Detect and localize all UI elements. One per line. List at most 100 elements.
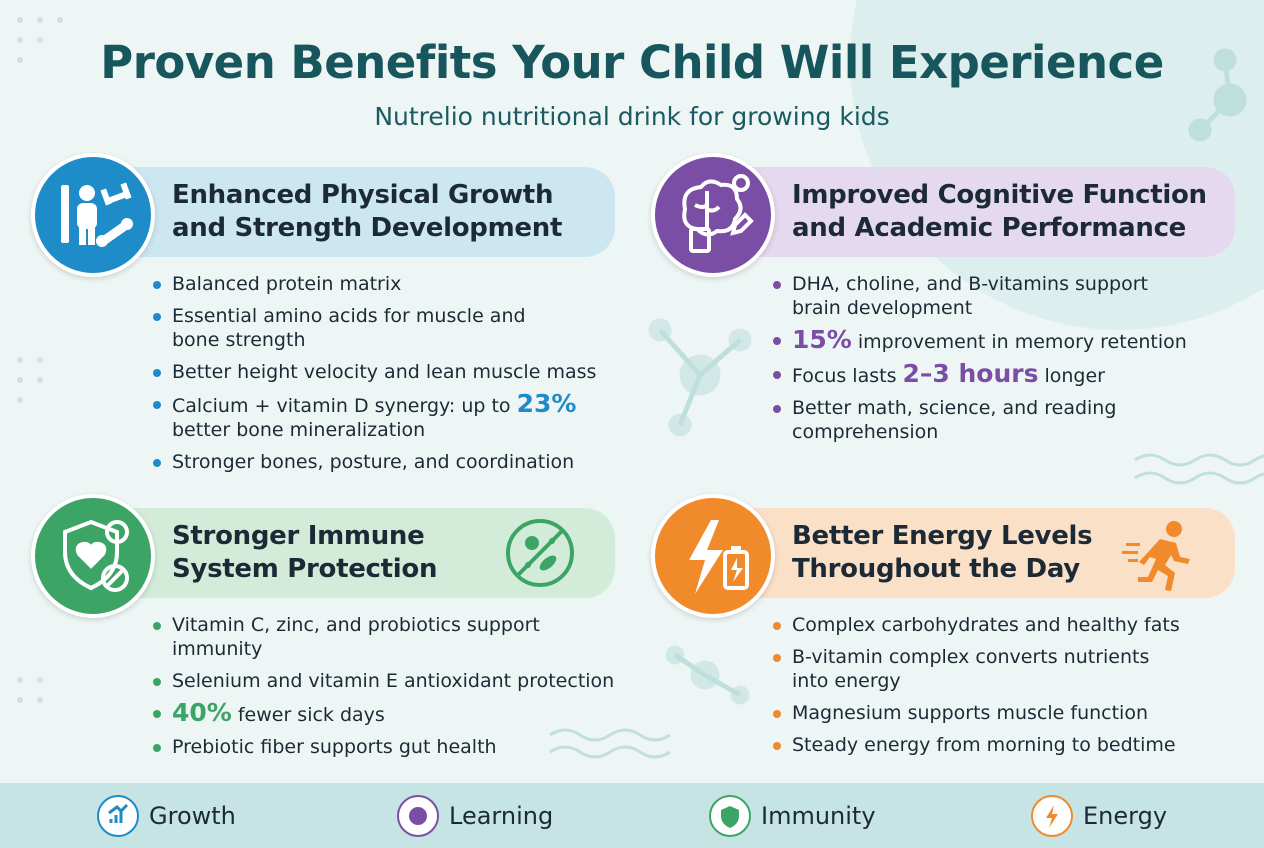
bullet-text: Prebiotic fiber supports gut health xyxy=(172,736,497,758)
bullet: DHA, choline, and B-vitamins support brai… xyxy=(773,272,1187,320)
bullet: Prebiotic fiber supports gut health xyxy=(153,735,614,759)
bullet-dot xyxy=(153,313,161,321)
highlight: 40% xyxy=(172,698,232,727)
bullet-text: Balanced protein matrix xyxy=(172,273,402,295)
section-title-line: Throughout the Day xyxy=(792,554,1080,584)
section-title: Enhanced Physical Growth and Strength Dev… xyxy=(172,179,562,245)
bullet-line: Complex carbohydrates and healthy fats xyxy=(792,613,1180,637)
section-title-line: and Strength Development xyxy=(172,213,563,243)
bullet-dot xyxy=(773,405,781,413)
bullet-text: immunity xyxy=(172,638,263,660)
bullet-list: Balanced protein matrix Essential amino a… xyxy=(153,272,596,482)
bullet-dot xyxy=(153,459,161,467)
bullet-line: Better height velocity and lean muscle m… xyxy=(172,360,596,384)
bullet-text: Better height velocity and lean muscle m… xyxy=(172,361,597,383)
bullet-line: Focus lasts 2–3 hours longer xyxy=(792,359,1187,388)
bullet-line: comprehension xyxy=(792,420,1187,444)
section-badge xyxy=(1120,513,1200,597)
bullet-dot xyxy=(773,281,781,289)
bullet: Stronger bones, posture, and coordinatio… xyxy=(153,450,596,474)
footer-icon xyxy=(1031,795,1073,837)
bullet-dot xyxy=(153,622,161,630)
bullet-line: better bone mineralization xyxy=(172,418,596,442)
bullet-dot xyxy=(153,744,161,752)
footer-label: Growth xyxy=(149,802,236,830)
footer-item: Immunity xyxy=(709,792,876,840)
bullet-text: DHA, choline, and B-vitamins support xyxy=(792,273,1148,295)
section-title: Stronger Immune System Protection xyxy=(172,520,437,586)
bullet: B-vitamin complex converts nutrients into… xyxy=(773,645,1180,693)
highlight: 15% xyxy=(792,325,852,354)
bullet-text: brain development xyxy=(792,297,973,319)
bullet-line: Calcium + vitamin D synergy: up to 23% xyxy=(172,391,596,418)
footer-icon xyxy=(709,795,751,837)
bullet: Selenium and vitamin E antioxidant prote… xyxy=(153,669,614,693)
bullet: 15% improvement in memory retention xyxy=(773,325,1187,354)
section-icon xyxy=(651,153,775,277)
section-header xyxy=(90,167,615,257)
bullet-text: B-vitamin complex converts nutrients xyxy=(792,646,1150,668)
footer-item: Energy xyxy=(1031,792,1167,840)
bullet-dot xyxy=(773,654,781,662)
section-title: Better Energy Levels Throughout the Day xyxy=(792,520,1093,586)
bullet-dot xyxy=(153,281,161,289)
bullet-line: Vitamin C, zinc, and probiotics support xyxy=(172,613,614,637)
footer-label: Learning xyxy=(449,802,554,830)
subtitle: Nutrelio nutritional drink for growing k… xyxy=(374,102,890,131)
section-title-line: Stronger Immune xyxy=(172,521,425,551)
highlight: 2–3 hours xyxy=(902,359,1039,388)
bullet-dot xyxy=(773,742,781,750)
bullet-dot xyxy=(773,337,781,345)
title: Proven Benefits Your Child Will Experien… xyxy=(100,36,1164,89)
bullet-text: into energy xyxy=(792,670,901,692)
section-badge xyxy=(500,513,580,597)
bullet-dot xyxy=(153,710,161,718)
bullet-text: bone strength xyxy=(172,329,306,351)
footer-item: Learning xyxy=(397,792,553,840)
bullet: Essential amino acids for muscle and bone… xyxy=(153,304,596,352)
bullet-line: brain development xyxy=(792,296,1187,320)
bullet: 40% fewer sick days xyxy=(153,698,614,727)
section-icon xyxy=(31,153,155,277)
bullet: Better math, science, and reading compreh… xyxy=(773,396,1187,444)
bullet-text: better bone mineralization xyxy=(172,419,426,441)
bullet-text: comprehension xyxy=(792,421,939,443)
bullet-dot xyxy=(153,369,161,377)
bullet-line: Steady energy from morning to bedtime xyxy=(792,733,1180,757)
footer-icon xyxy=(97,795,139,837)
bullet-line: Selenium and vitamin E antioxidant prote… xyxy=(172,669,614,693)
footer-label: Energy xyxy=(1083,802,1168,830)
bullet-list: Vitamin C, zinc, and probiotics support i… xyxy=(153,613,614,767)
bullet-text: Steady energy from morning to bedtime xyxy=(792,734,1176,756)
bullet-line: immunity xyxy=(172,637,614,661)
bullet-line: Essential amino acids for muscle and xyxy=(172,304,596,328)
bullet-line: bone strength xyxy=(172,328,596,352)
footer-label: Immunity xyxy=(761,802,876,830)
bullet-line: 15% improvement in memory retention xyxy=(792,325,1187,354)
bullet-text: Complex carbohydrates and healthy fats xyxy=(792,614,1180,636)
bullet: Balanced protein matrix xyxy=(153,272,596,296)
bullet-text: Vitamin C, zinc, and probiotics support xyxy=(172,614,540,636)
bullet: Focus lasts 2–3 hours longer xyxy=(773,359,1187,388)
section-title-line: Enhanced Physical Growth xyxy=(172,180,554,210)
bullet-text: improvement in memory retention xyxy=(857,331,1187,353)
bullet-text: Selenium and vitamin E antioxidant prote… xyxy=(172,670,615,692)
bullet-dot xyxy=(773,622,781,630)
section-title-line: Improved Cognitive Function xyxy=(792,180,1207,210)
footer-icon xyxy=(397,795,439,837)
bullet-line: DHA, choline, and B-vitamins support xyxy=(792,272,1187,296)
bullet-text: fewer sick days xyxy=(237,704,385,726)
bullet: Steady energy from morning to bedtime xyxy=(773,733,1180,757)
section-title-line: Better Energy Levels xyxy=(792,521,1093,551)
bullet-dot xyxy=(773,371,781,379)
dots xyxy=(17,17,63,703)
bullet-line: Balanced protein matrix xyxy=(172,272,596,296)
bullet-text: Focus lasts xyxy=(792,365,897,387)
footer-item: Growth xyxy=(97,792,236,840)
bullet-line: Prebiotic fiber supports gut health xyxy=(172,735,614,759)
bullet-dot xyxy=(153,678,161,686)
bullet-dot xyxy=(153,401,161,409)
bullet-line: 40% fewer sick days xyxy=(172,698,614,727)
bullet-text: Better math, science, and reading xyxy=(792,397,1117,419)
molecule xyxy=(648,48,1247,705)
